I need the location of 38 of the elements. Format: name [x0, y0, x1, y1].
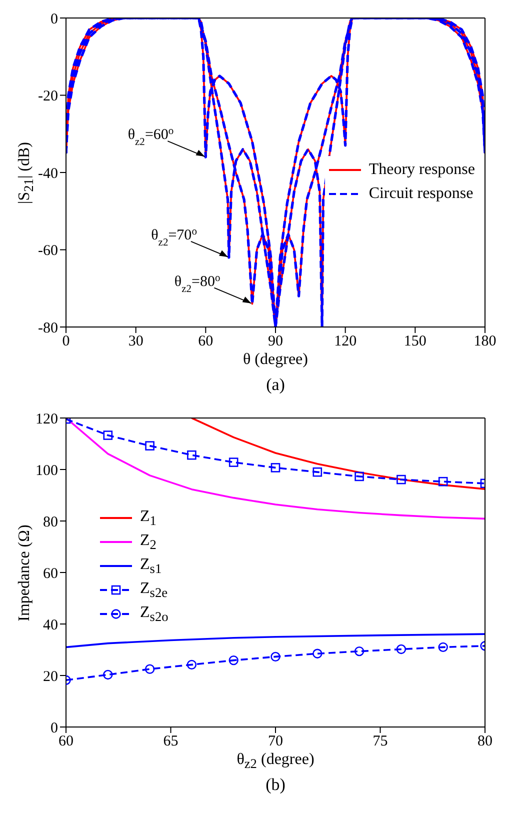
x-tick-label: 90	[268, 334, 283, 350]
y-tick-label: 0	[50, 720, 58, 736]
text: (a)	[265, 375, 286, 395]
y-tick-label: 20	[43, 668, 58, 685]
y-tick-label: 100	[36, 462, 58, 479]
y-tick-label: 60	[43, 566, 58, 582]
x-tick-label: 80	[478, 734, 492, 750]
x-axis-title: θ (degree)	[242, 351, 309, 369]
annotation: θ$_{z2}$=70$^{o}$	[151, 226, 197, 248]
legend-label: Z$_{s1}$	[140, 556, 162, 577]
legend-label: Z$_{1}$	[140, 508, 156, 529]
y-tick-label: 40	[43, 617, 58, 634]
y-tick-label: -40	[38, 166, 58, 182]
x-tick-label: 150	[404, 334, 426, 350]
x-tick-label: 180	[474, 334, 496, 350]
y-axis-title: Impedance (Ω)	[16, 524, 34, 621]
legend-label: Theory response	[368, 160, 475, 179]
y-tick-label: -20	[38, 88, 58, 105]
y-tick-label: 0	[50, 11, 58, 28]
text: (b)	[264, 775, 286, 795]
legend-label: Z$_{s2e}$	[140, 580, 168, 601]
x-axis-title: θ$_{z2}$ (degree)	[236, 751, 316, 772]
legend-label: Z$_{2}$	[140, 532, 156, 553]
y-tick-label: -60	[38, 243, 58, 260]
annotation: θ$_{z2}$=60$^{o}$	[128, 126, 174, 148]
y-tick-label: 120	[36, 411, 58, 428]
x-tick-label: 60	[198, 334, 214, 350]
legend-label: Circuit response	[368, 184, 474, 203]
y-tick-label: 80	[43, 514, 58, 530]
annotation: θ$_{z2}$=80$^{o}$	[174, 272, 220, 294]
x-tick-label: 0	[62, 334, 70, 350]
x-tick-label: 70	[268, 734, 283, 750]
x-tick-label: 75	[372, 734, 388, 750]
x-tick-label: 30	[128, 334, 144, 350]
x-tick-label: 120	[334, 334, 357, 350]
legend-label: Z$_{s2o}$	[140, 604, 168, 625]
x-tick-label: 65	[163, 734, 178, 750]
y-tick-label: -80	[38, 320, 58, 336]
